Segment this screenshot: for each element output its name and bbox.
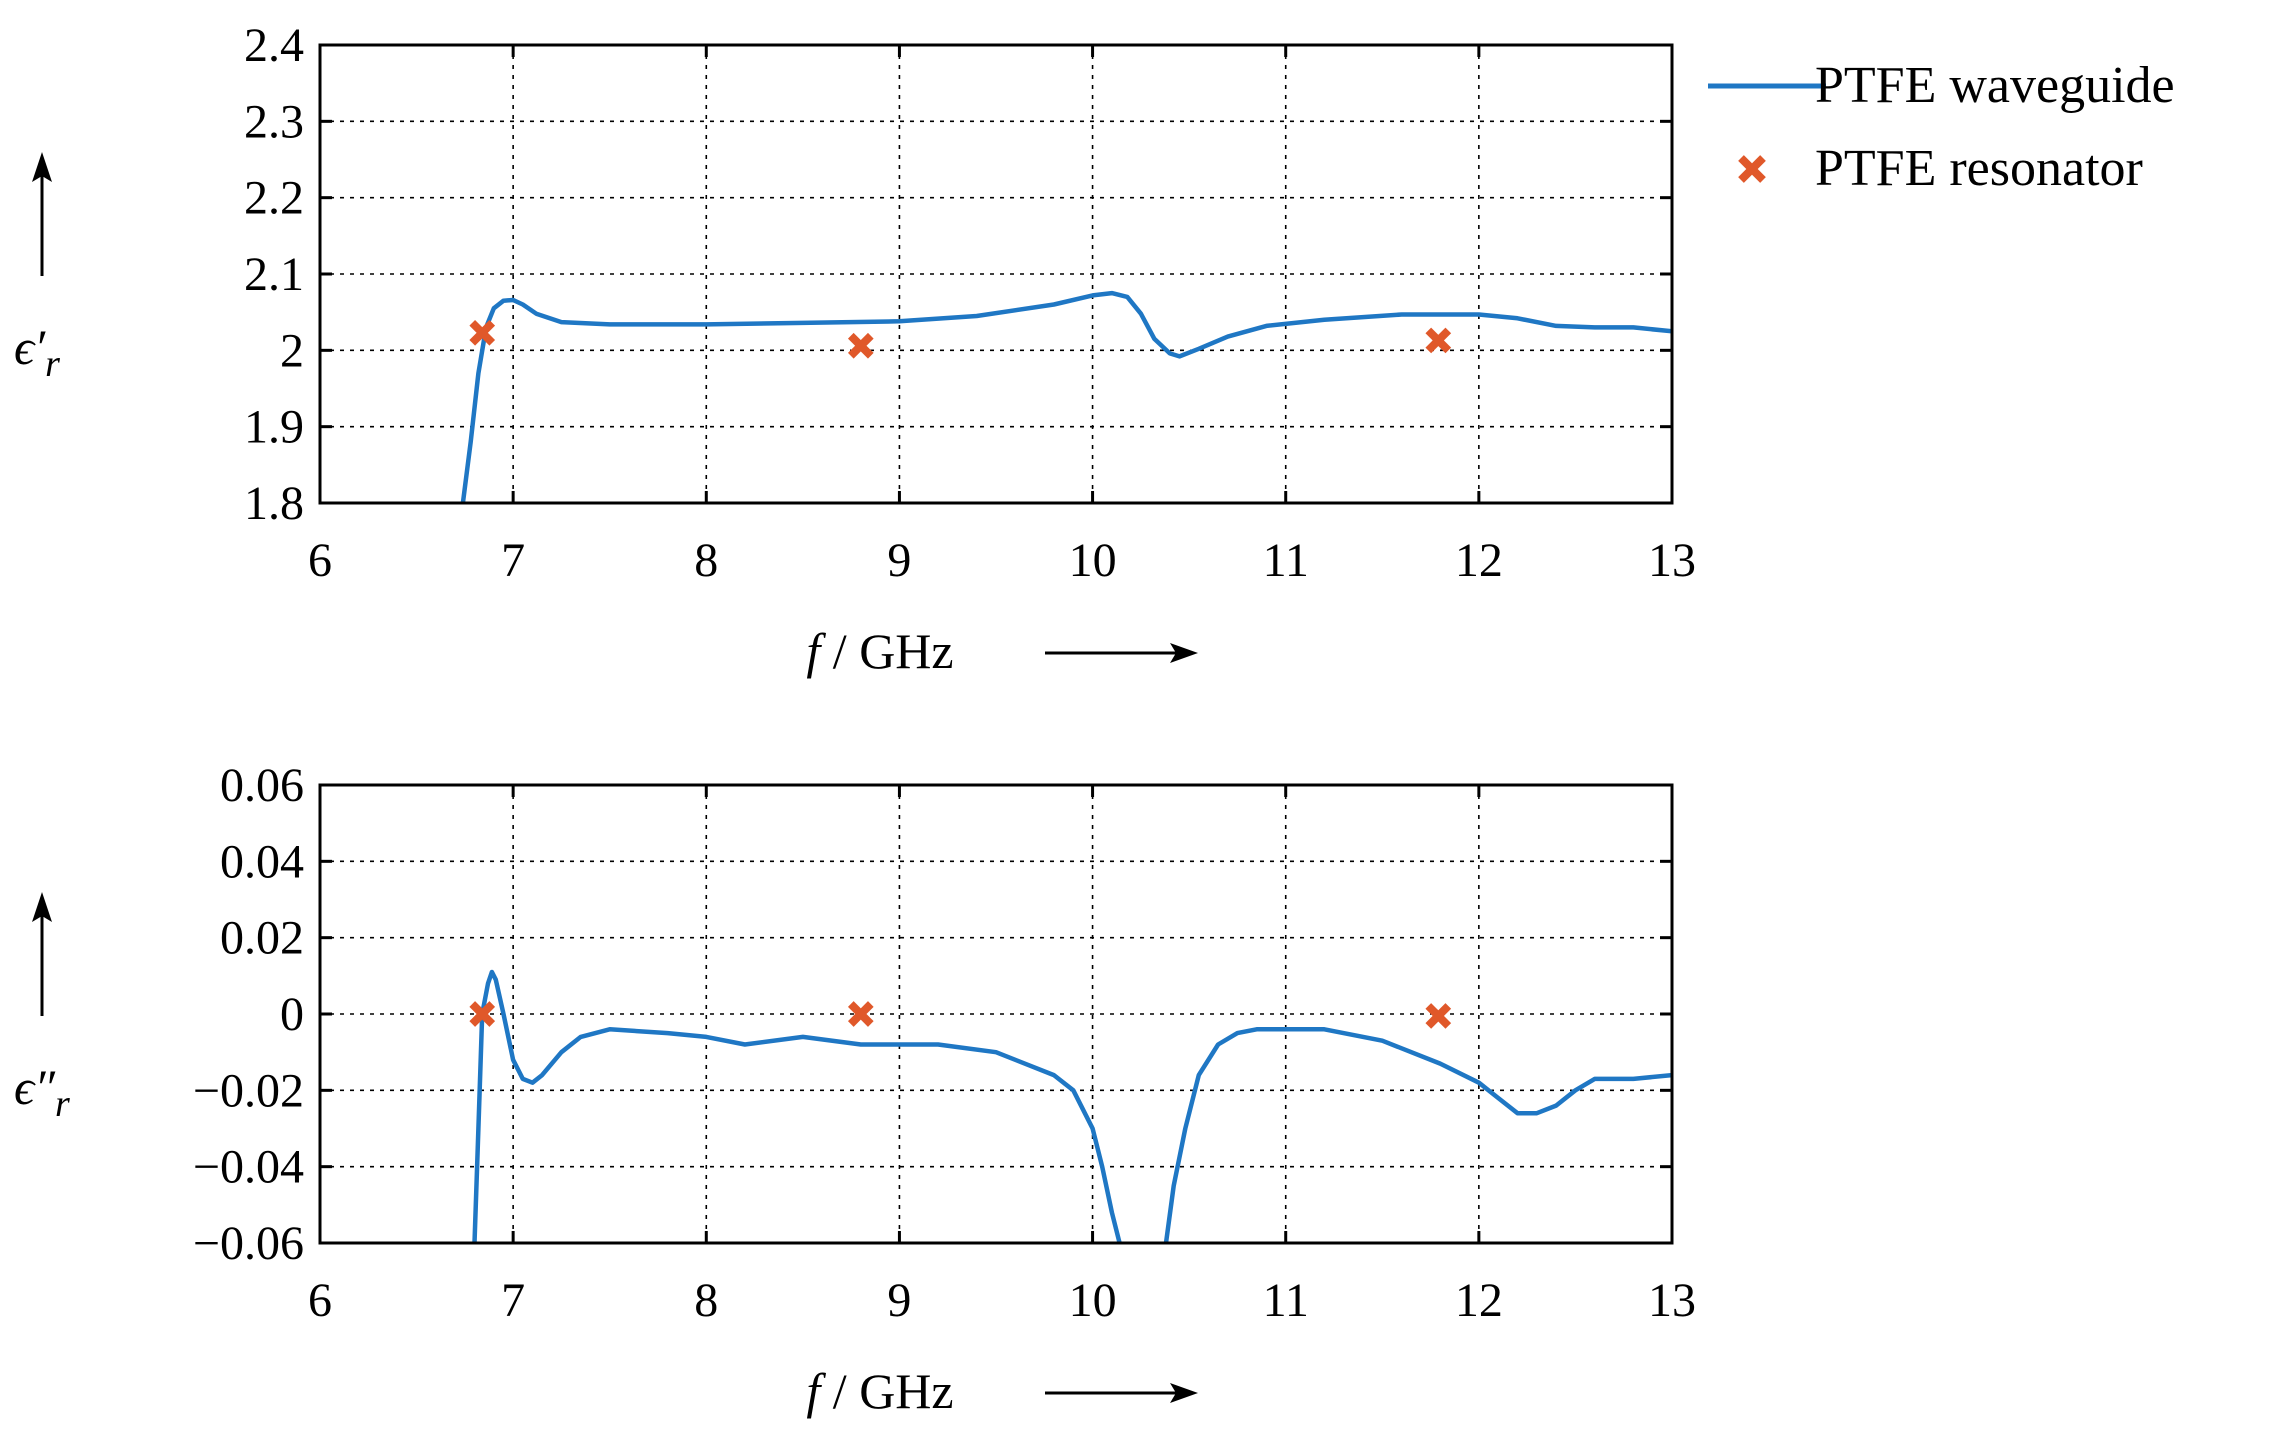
legend-label-waveguide: PTFE waveguide [1815,57,2175,114]
legend-x-marker [1738,155,1766,183]
y-tick-label: 2.4 [244,19,304,72]
resonator-point [847,332,874,359]
y-axis-label: ϵ″r [14,1059,70,1125]
y-tick-label: −0.02 [193,1064,304,1117]
x-tick-label: 7 [501,1274,525,1327]
y-tick-label: 1.8 [244,477,304,530]
x-tick-label: 6 [308,1274,332,1327]
x-tick-label: 11 [1263,1274,1309,1327]
y-tick-label: 2.3 [244,95,304,148]
waveguide-line [472,969,1672,1243]
y-axis-arrowhead [32,892,52,922]
x-tick-label: 11 [1263,534,1309,587]
y-tick-label: 0 [280,988,304,1041]
y-tick-label: 2 [280,324,304,377]
y-axis-arrowhead [32,152,52,182]
x-axis-arrowhead [1170,1383,1198,1403]
resonator-point [847,1001,874,1027]
x-axis-arrowhead [1170,643,1198,663]
resonator-point [469,1001,496,1027]
plot-frame [318,783,1674,1245]
x-axis-label: f / GHz [806,623,953,679]
x-tick-label: 9 [887,534,911,587]
waveguide-line [460,290,1672,503]
legend-label-resonator: PTFE resonator [1815,140,2143,197]
plot-frame [318,43,1674,505]
x-tick-label: 9 [887,1274,911,1327]
x-axis-label: f / GHz [806,1363,953,1419]
x-tick-label: 7 [501,534,525,587]
x-tick-label: 6 [308,534,332,587]
resonator-point [469,319,496,346]
plot-permittivity-real: 6 7 8 9 10 11 12 13 1.8 1.9 2 2.1 2.2 2.3 2.4 f / GHz ϵ′… [14,19,1696,679]
x-tick-label: 13 [1648,534,1696,587]
y-tick-label: 2.2 [244,172,304,225]
resonator-point [1425,1003,1452,1029]
x-tick-label: 10 [1069,1274,1117,1327]
x-tick-label: 8 [694,534,718,587]
legend: PTFE waveguide PTFE resonator [1708,57,2175,197]
y-axis-label: ϵ′r [14,319,60,385]
y-tick-label: −0.04 [193,1141,304,1194]
x-tick-label: 12 [1455,1274,1503,1327]
y-tick-label: 0.04 [220,835,304,888]
resonator-point [1425,327,1452,354]
y-tick-label: 0.06 [220,759,304,812]
y-tick-label: 0.02 [220,912,304,965]
x-tick-label: 12 [1455,534,1503,587]
x-tick-label: 13 [1648,1274,1696,1327]
plot-permittivity-imag: 6 7 8 9 10 11 12 13 −0.06 −0.04 −0.02 0 0.02 0.04 0.06… [14,759,1696,1419]
y-tick-label: −0.06 [193,1217,304,1270]
x-tick-label: 8 [694,1274,718,1327]
y-tick-label: 1.9 [244,401,304,454]
x-tick-label: 10 [1069,534,1117,587]
y-tick-label: 2.1 [244,248,304,301]
